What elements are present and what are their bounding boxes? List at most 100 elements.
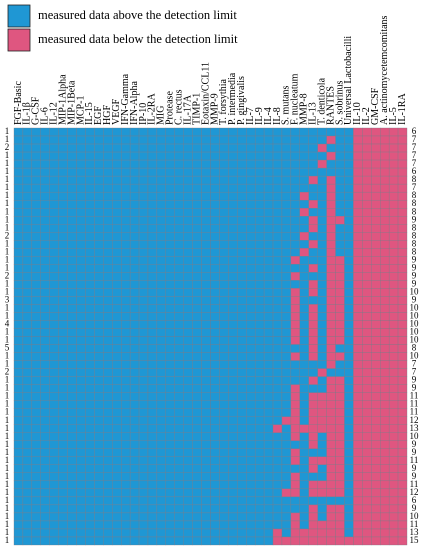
cell — [183, 448, 193, 457]
cell — [344, 143, 354, 153]
cell — [103, 344, 113, 353]
cell — [272, 480, 283, 490]
cell — [49, 512, 59, 522]
cell — [263, 240, 274, 249]
cell — [371, 328, 381, 337]
cell — [201, 344, 211, 353]
cell — [13, 256, 24, 265]
cell — [388, 256, 399, 265]
cell — [121, 312, 131, 321]
cell — [335, 440, 345, 449]
cell — [129, 183, 140, 193]
cell — [219, 264, 229, 273]
cell — [263, 520, 274, 530]
cell — [129, 232, 140, 241]
row-label: 1 — [5, 535, 10, 545]
cell — [254, 191, 265, 201]
cell — [397, 536, 408, 546]
cell — [317, 208, 327, 217]
cell — [49, 352, 59, 361]
cell — [121, 256, 131, 265]
cell — [281, 376, 292, 385]
cell — [281, 232, 292, 241]
row-label: 1 — [5, 327, 10, 337]
cell — [219, 175, 229, 185]
cell — [371, 504, 381, 514]
cell — [308, 448, 318, 457]
cell — [138, 304, 149, 313]
cell — [138, 368, 149, 377]
cell — [121, 264, 131, 273]
cell — [317, 536, 327, 546]
cell — [397, 432, 408, 441]
cell — [246, 191, 256, 201]
cell — [344, 296, 354, 305]
cell — [40, 208, 50, 217]
cell — [85, 320, 95, 329]
cell — [85, 384, 95, 393]
cell — [58, 456, 68, 465]
cell — [362, 159, 372, 169]
cell — [308, 480, 318, 490]
cell — [290, 448, 300, 457]
cell — [210, 191, 220, 201]
cell — [281, 480, 292, 490]
cell — [174, 175, 184, 185]
cell — [362, 424, 372, 433]
cell — [397, 256, 408, 265]
cell — [281, 167, 292, 177]
cell — [308, 143, 318, 153]
cell — [40, 496, 50, 506]
cell — [246, 304, 256, 313]
cell — [290, 191, 300, 201]
legend-label: measured data below the detection limit — [38, 32, 238, 46]
cell — [335, 232, 345, 241]
cell — [165, 159, 175, 169]
cell — [263, 400, 274, 409]
cell — [58, 175, 68, 185]
cell — [210, 512, 220, 522]
cell — [371, 167, 381, 177]
cell — [85, 328, 95, 337]
cell — [246, 240, 256, 249]
cell — [112, 416, 122, 425]
cell — [317, 376, 327, 385]
cell — [397, 199, 408, 209]
cell — [121, 143, 131, 153]
cell — [67, 408, 77, 417]
cell — [156, 384, 167, 393]
cell — [13, 240, 24, 249]
cell — [31, 392, 41, 401]
cell — [192, 328, 202, 337]
cell — [317, 151, 327, 161]
cell — [49, 536, 59, 546]
cell — [156, 520, 167, 530]
cell — [246, 328, 256, 337]
cell — [192, 175, 202, 185]
cell — [281, 320, 292, 329]
cell — [85, 368, 95, 377]
cell — [254, 280, 265, 289]
cell — [371, 432, 381, 441]
cell — [138, 135, 149, 145]
cell — [147, 208, 158, 217]
cell — [183, 175, 193, 185]
cell — [183, 224, 193, 233]
cell — [380, 312, 390, 321]
cell — [272, 216, 283, 225]
cell — [397, 352, 408, 361]
cell — [263, 296, 274, 305]
cell — [147, 464, 158, 474]
cell — [335, 400, 345, 409]
cell — [138, 216, 149, 225]
cell — [353, 224, 363, 233]
cell — [201, 288, 211, 297]
cell — [192, 320, 202, 329]
cell — [103, 352, 113, 361]
cell — [121, 127, 131, 137]
cell — [299, 464, 309, 474]
cell — [156, 280, 167, 289]
cell — [112, 183, 122, 193]
cell — [49, 159, 59, 169]
cell — [228, 320, 238, 329]
